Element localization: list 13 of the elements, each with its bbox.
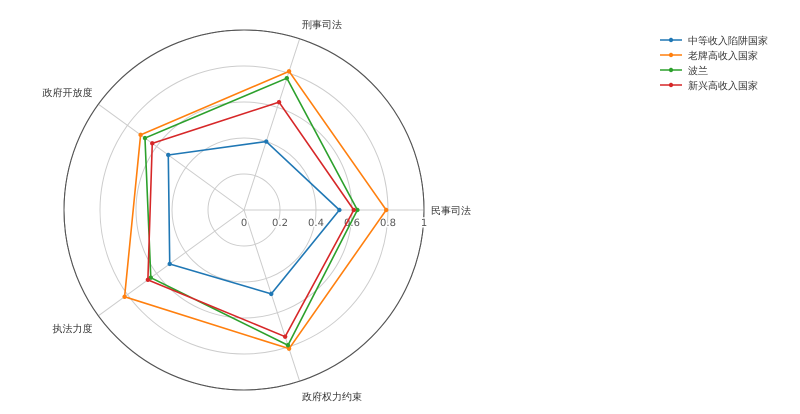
legend-label: 波兰 xyxy=(688,65,708,77)
spoke-label: 政府权力约束 xyxy=(302,391,362,404)
legend-label: 中等收入陷阱国家 xyxy=(688,35,768,47)
legend-label: 老牌高收入国家 xyxy=(688,50,758,62)
spoke-label: 民事司法 xyxy=(431,205,472,217)
y-tick-label: 0.2 xyxy=(272,218,288,229)
y-tick-label: 0.4 xyxy=(308,218,324,229)
spoke-label: 刑事司法 xyxy=(302,18,342,31)
y-tick-label: 0 xyxy=(240,218,248,229)
spoke-label: 政府开放度 xyxy=(42,86,93,99)
legend-label: 新兴高收入国家 xyxy=(688,80,758,92)
spoke-label: 执法力度 xyxy=(52,323,93,336)
y-tick-label: 0.8 xyxy=(380,218,396,229)
